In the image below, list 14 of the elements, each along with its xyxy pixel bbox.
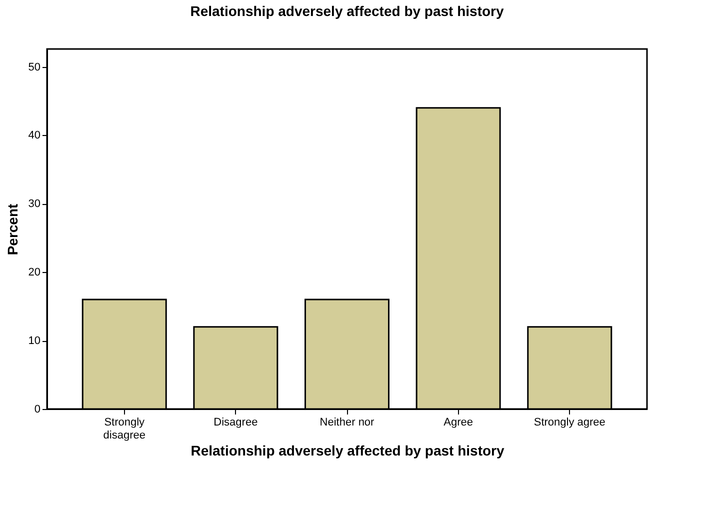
y-tick-label: 40 [28, 130, 40, 142]
y-tick-label: 20 [28, 266, 40, 279]
y-tick-label: 0 [34, 404, 40, 416]
x-tick-label: Disagree [214, 416, 258, 428]
x-tick-label: Agree [444, 416, 473, 428]
y-axis-title: Percent [4, 203, 20, 256]
x-axis-title: Relationship adversely affected by past history [190, 442, 504, 458]
y-tick-label: 10 [28, 335, 40, 348]
x-tick-label: Strongly agree [534, 416, 606, 428]
chart-title: Relationship adversely affected by past history [190, 3, 504, 19]
x-tick-label: Strongly disagree [103, 416, 146, 442]
y-tick-label: 50 [28, 61, 40, 74]
x-tick-label: Neither nor [320, 416, 375, 428]
y-tick-label: 30 [28, 198, 40, 210]
